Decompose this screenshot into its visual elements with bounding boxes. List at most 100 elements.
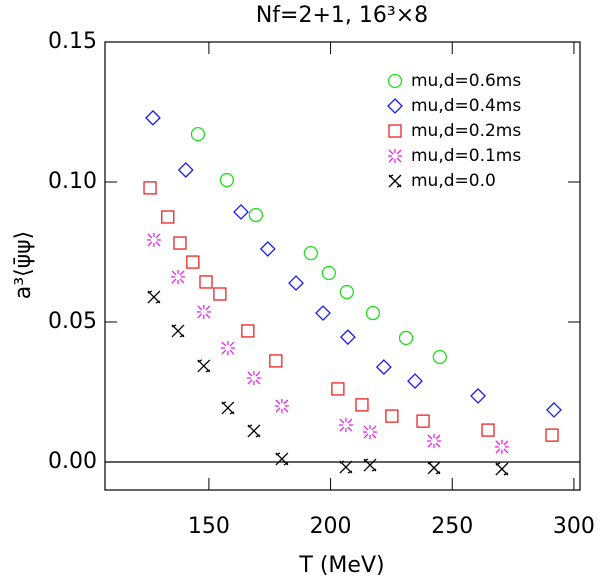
marker-stroke xyxy=(371,425,377,431)
marker-stroke xyxy=(388,149,394,155)
y-tick-label: 0.15 xyxy=(48,29,97,54)
marker xyxy=(213,287,227,301)
legend-label: mu,d=0.2ms xyxy=(411,121,521,141)
marker xyxy=(241,324,255,338)
marker xyxy=(288,275,304,291)
marker-stroke xyxy=(221,401,227,405)
x-tick-label: 200 xyxy=(310,514,352,539)
marker xyxy=(196,304,211,319)
marker-stroke xyxy=(371,468,377,472)
marker xyxy=(375,359,392,375)
marker-shape xyxy=(177,162,194,178)
marker xyxy=(171,324,185,338)
marker xyxy=(190,126,206,142)
marker xyxy=(248,207,264,223)
marker-stroke xyxy=(179,278,185,284)
marker-shape xyxy=(190,126,206,142)
marker-stroke xyxy=(197,359,211,373)
x-tick-label: 300 xyxy=(553,514,595,539)
marker-stroke xyxy=(435,442,441,448)
marker xyxy=(363,458,377,472)
marker xyxy=(146,232,161,247)
marker-shape xyxy=(385,409,399,423)
marker-stroke xyxy=(283,462,289,466)
y-tick-label: 0.05 xyxy=(48,309,97,334)
marker xyxy=(247,424,261,438)
marker xyxy=(495,462,509,476)
marker-stroke xyxy=(396,157,402,163)
marker xyxy=(481,423,495,437)
marker-stroke xyxy=(147,233,153,239)
marker-shape xyxy=(199,275,213,289)
marker-shape xyxy=(339,329,356,346)
marker-shape xyxy=(331,382,345,396)
marker-stroke xyxy=(229,341,235,347)
marker xyxy=(426,434,441,448)
marker xyxy=(385,409,399,423)
marker-stroke xyxy=(347,426,353,432)
marker-shape xyxy=(241,324,255,338)
marker-shape xyxy=(303,245,319,261)
marker-stroke xyxy=(247,424,253,428)
marker-stroke xyxy=(221,401,235,415)
marker xyxy=(199,275,213,289)
marker-stroke xyxy=(435,471,441,475)
marker-shape xyxy=(355,398,369,412)
marker xyxy=(331,382,345,396)
marker xyxy=(427,461,441,475)
marker xyxy=(221,401,235,415)
marker xyxy=(388,149,402,163)
marker-stroke xyxy=(197,313,203,319)
marker-stroke xyxy=(388,174,402,188)
marker-shape xyxy=(546,402,562,418)
marker-stroke xyxy=(155,233,161,239)
marker xyxy=(177,162,194,178)
marker-stroke xyxy=(197,305,203,311)
marker-shape xyxy=(365,305,381,321)
marker-stroke xyxy=(171,270,177,276)
marker-shape xyxy=(219,172,235,188)
marker-stroke xyxy=(339,460,345,464)
marker xyxy=(303,245,319,261)
marker-stroke xyxy=(495,462,509,476)
marker xyxy=(143,181,157,195)
marker xyxy=(355,398,369,412)
marker xyxy=(407,373,423,389)
marker-stroke xyxy=(255,434,261,438)
marker-stroke xyxy=(427,461,433,465)
marker-shape xyxy=(321,265,337,281)
marker xyxy=(339,329,356,346)
legend-label: mu,d=0.6ms xyxy=(411,71,521,91)
marker-shape xyxy=(398,330,414,346)
marker-shape xyxy=(233,204,249,220)
y-axis-label: a³⟨ψ̄ψ⟩ xyxy=(11,231,36,300)
marker xyxy=(339,460,353,474)
marker xyxy=(338,418,353,433)
marker xyxy=(387,98,403,114)
plot-frame xyxy=(104,41,581,491)
marker-stroke xyxy=(275,407,281,413)
marker-shape xyxy=(315,305,331,321)
marker-shape xyxy=(407,373,423,389)
marker-stroke xyxy=(363,458,377,472)
marker-stroke xyxy=(283,407,289,413)
marker-shape xyxy=(143,181,157,195)
marker-stroke xyxy=(229,411,235,415)
marker-shape xyxy=(470,388,486,404)
x-tick-label: 250 xyxy=(431,514,473,539)
marker-stroke xyxy=(363,425,369,431)
marker-stroke xyxy=(247,371,253,377)
marker-stroke xyxy=(155,241,161,247)
marker-stroke xyxy=(363,433,369,439)
y-tick-label: 0.00 xyxy=(48,449,97,474)
marker-stroke xyxy=(147,290,161,304)
marker xyxy=(197,359,211,373)
marker-stroke xyxy=(388,157,394,163)
marker-stroke xyxy=(179,334,185,338)
marker-stroke xyxy=(347,470,353,474)
marker-shape xyxy=(248,207,264,223)
marker xyxy=(259,241,276,257)
marker-stroke xyxy=(221,349,227,355)
marker-stroke xyxy=(347,418,353,424)
y-tick-label: 0.10 xyxy=(48,169,97,194)
